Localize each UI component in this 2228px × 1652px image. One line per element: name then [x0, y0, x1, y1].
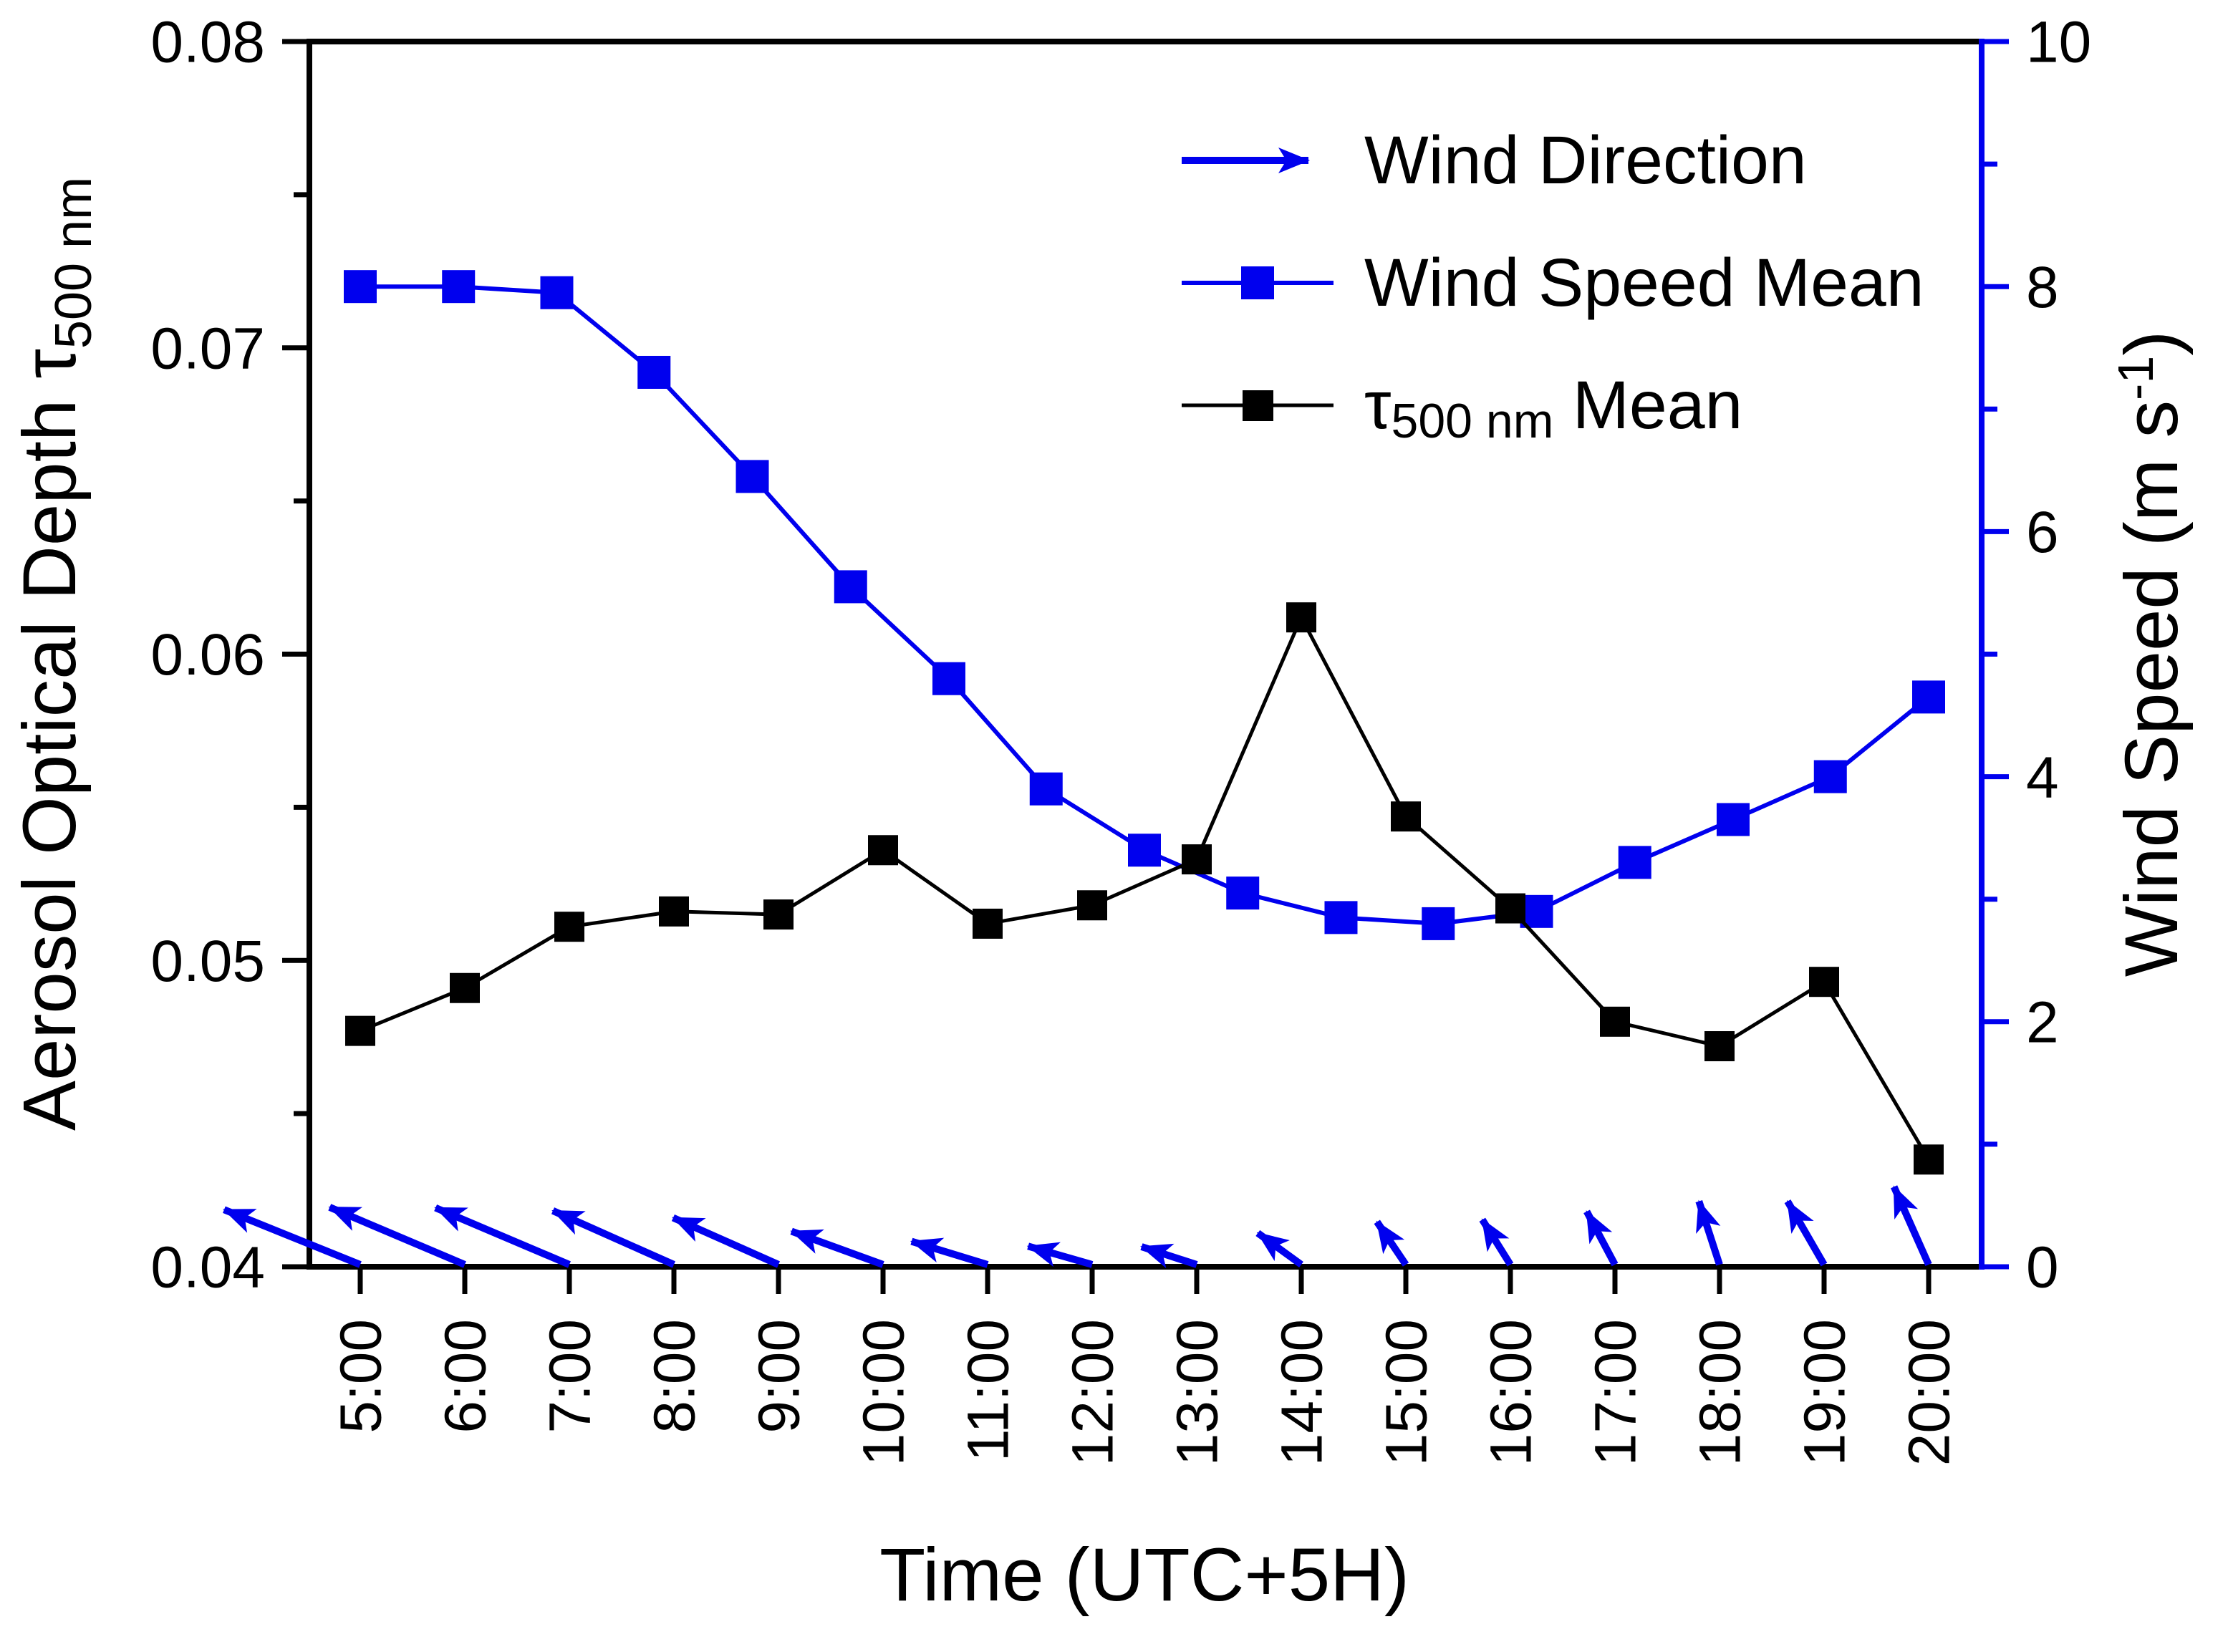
- legend-item-wind-speed-mean: Wind Speed Mean: [1182, 245, 1924, 321]
- x-axis-tick-label: 9:00: [747, 1319, 812, 1434]
- x-axis-tick-label: 11:00: [956, 1319, 1021, 1462]
- aod-marker: [659, 896, 689, 927]
- legend-label-wind-speed-mean: Wind Speed Mean: [1364, 245, 1924, 321]
- legend-label-wind-direction: Wind Direction: [1364, 122, 1807, 198]
- x-axis-tick-label: 14:00: [1270, 1319, 1335, 1466]
- wind-direction-arrow: [671, 1214, 781, 1268]
- aod-marker: [973, 908, 1003, 939]
- plot-frame-rect: [307, 39, 1985, 1270]
- wind-speed-marker: [736, 460, 769, 493]
- wind-speed-marker: [1226, 876, 1260, 910]
- y-right-tick-label: 4: [2026, 745, 2059, 810]
- aod-marker: [1704, 1031, 1735, 1062]
- wind-direction-arrow: [1583, 1209, 1619, 1267]
- aod-marker: [1809, 967, 1839, 998]
- x-axis-tick-label: 20:00: [1897, 1319, 1962, 1466]
- wind-speed-marker: [540, 276, 574, 309]
- wind-direction-arrow: [551, 1207, 676, 1268]
- y-left-tick-label: 0.04: [150, 1235, 265, 1300]
- left-axis-title: Aerosol Optical Depth τ500 nm: [8, 177, 102, 1131]
- wind-speed-marker: [834, 570, 867, 604]
- y-right-tick-label: 8: [2026, 255, 2059, 320]
- aod-square-icon: [1243, 390, 1273, 421]
- y-left-tick-label: 0.08: [150, 10, 265, 75]
- legend-item-tau-mean: τ500 nm Mean: [1182, 367, 1742, 448]
- wind-speed-series: [344, 270, 1945, 940]
- wind-direction-arrow: [1891, 1185, 1932, 1267]
- x-axis-tick-label: 16:00: [1479, 1319, 1544, 1466]
- y-right-tick-label: 2: [2026, 990, 2059, 1056]
- aod-marker: [450, 972, 480, 1003]
- wind-direction-arrow: [1784, 1199, 1828, 1267]
- x-axis-tick-label: 10:00: [852, 1319, 917, 1466]
- x-axis-tick-label: 19:00: [1793, 1319, 1858, 1466]
- wind-direction-arrow: [1255, 1230, 1303, 1268]
- plot-frame: [307, 39, 1985, 1270]
- x-axis-tick-label: 18:00: [1688, 1319, 1753, 1466]
- legend-item-wind-direction: Wind Direction: [1182, 122, 1807, 198]
- wind-speed-marker: [1029, 772, 1063, 806]
- x-axis-tick-label: 6:00: [433, 1319, 498, 1434]
- x-axis-tick-label: 8:00: [642, 1319, 708, 1434]
- wind-speed-marker: [637, 355, 671, 389]
- wind-direction-arrow: [328, 1204, 466, 1268]
- y-left-tick-label: 0.06: [150, 622, 265, 687]
- aod-series: [345, 602, 1944, 1175]
- wind-speed-marker: [344, 270, 377, 304]
- y-left-tick-label: 0.05: [150, 929, 265, 994]
- wind-direction-arrow: [910, 1237, 989, 1268]
- x-axis-tick-label: 15:00: [1374, 1319, 1439, 1466]
- aod-marker: [1495, 893, 1525, 924]
- wind-direction-arrow: [1374, 1219, 1409, 1267]
- y-left-tick-label: 0.07: [150, 316, 265, 381]
- x-axis-title: Time (UTC+5H): [879, 1533, 1409, 1617]
- aod-marker: [763, 899, 794, 930]
- wind-speed-marker: [1716, 803, 1750, 836]
- wind-speed-square-icon: [1241, 266, 1274, 299]
- wind-direction-arrow: [434, 1204, 571, 1268]
- legend: Wind Direction Wind Speed Mean τ500 nm M…: [1182, 122, 1924, 448]
- aod-marker: [1600, 1006, 1630, 1037]
- wind-direction-arrow: [790, 1227, 884, 1268]
- aod-marker: [1077, 890, 1107, 921]
- x-axis-tick-label: 12:00: [1061, 1319, 1126, 1466]
- legend-label-tau-mean: τ500 nm Mean: [1364, 367, 1742, 448]
- y-right-tick-label: 10: [2026, 10, 2091, 75]
- x-axis-tick-label: 13:00: [1165, 1319, 1230, 1466]
- x-axis-tick-label: 5:00: [329, 1319, 394, 1434]
- wind-speed-marker: [1128, 834, 1161, 867]
- wind-direction-arrow: [223, 1206, 362, 1268]
- wind-direction-arrow: [1026, 1242, 1094, 1268]
- aod-marker: [1286, 602, 1316, 633]
- aod-marker: [345, 1015, 375, 1046]
- wind-speed-marker: [1912, 680, 1945, 714]
- wind-direction-arrow: [1140, 1243, 1198, 1269]
- aod-marker: [1391, 801, 1421, 832]
- wind-direction-arrows: [223, 1185, 1932, 1269]
- wind-speed-marker: [1813, 760, 1847, 793]
- aod-line: [360, 613, 1931, 1161]
- wind-direction-arrow: [1479, 1217, 1514, 1267]
- wind-direction-arrow: [1695, 1199, 1723, 1266]
- wind-speed-marker: [442, 270, 476, 304]
- aod-marker: [1914, 1144, 1944, 1175]
- axis-tick-labels: 0.04 0.05 0.06 0.07 0.08 0 2 4 6 8 10 5:00 6:00 7:00 8…: [150, 10, 2091, 1467]
- wind-speed-marker: [1618, 846, 1651, 879]
- wind-speed-marker: [1422, 907, 1455, 940]
- y-right-tick-label: 6: [2026, 500, 2059, 565]
- x-axis-tick-label: 17:00: [1583, 1319, 1649, 1466]
- right-axis-title: Wind Speed (m s-1): [2108, 331, 2194, 977]
- aod-marker: [554, 912, 584, 942]
- wind-speed-marker: [1324, 901, 1358, 934]
- y-right-tick-label: 0: [2026, 1235, 2059, 1300]
- aod-marker: [868, 835, 898, 866]
- aod-marker: [1182, 844, 1212, 875]
- wind-speed-marker: [932, 662, 965, 695]
- x-axis-tick-label: 7:00: [538, 1319, 603, 1434]
- axis-ticks: [282, 39, 2009, 1294]
